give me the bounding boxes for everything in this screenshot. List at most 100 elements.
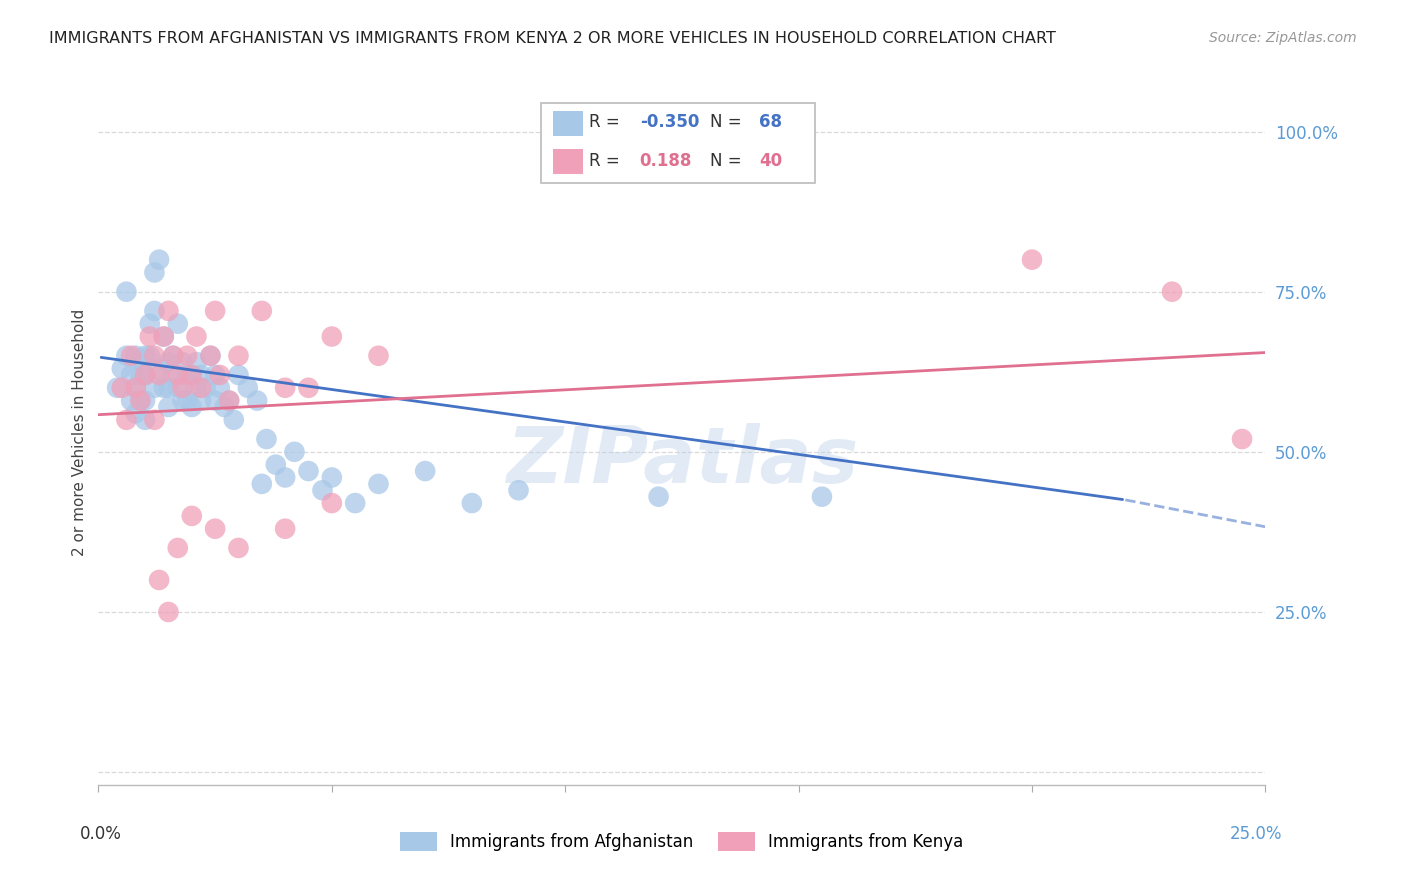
Point <box>204 393 226 408</box>
Point <box>1021 252 1043 267</box>
Point <box>1161 285 1184 299</box>
Point <box>148 252 170 267</box>
Point <box>250 304 273 318</box>
Point <box>172 393 194 408</box>
Point <box>250 476 273 491</box>
Point <box>204 304 226 318</box>
Point <box>120 349 142 363</box>
Point <box>162 349 184 363</box>
Point <box>115 413 138 427</box>
Point <box>111 381 134 395</box>
Text: 0.0%: 0.0% <box>80 825 122 843</box>
Point <box>143 413 166 427</box>
Point <box>186 355 208 369</box>
Point <box>115 349 138 363</box>
Point <box>152 329 174 343</box>
Point <box>1230 432 1253 446</box>
Point <box>228 368 250 382</box>
Point <box>166 541 188 555</box>
Point <box>180 400 202 414</box>
Point <box>264 458 287 472</box>
Point <box>129 355 152 369</box>
Point <box>157 304 180 318</box>
Point <box>143 349 166 363</box>
Text: 25.0%: 25.0% <box>1229 825 1282 843</box>
Point <box>143 304 166 318</box>
Point <box>134 368 156 382</box>
Point <box>246 393 269 408</box>
Point <box>148 361 170 376</box>
Point <box>129 368 152 382</box>
Point <box>120 368 142 382</box>
Point <box>367 476 389 491</box>
Point <box>321 496 343 510</box>
Text: ZIPatlas: ZIPatlas <box>506 423 858 499</box>
Point <box>190 368 212 382</box>
Point <box>105 381 128 395</box>
Point <box>283 445 305 459</box>
Point <box>148 368 170 382</box>
Text: 0.188: 0.188 <box>640 152 692 169</box>
Text: R =: R = <box>589 113 626 131</box>
Point <box>152 381 174 395</box>
Point <box>321 470 343 484</box>
Point <box>180 368 202 382</box>
Point <box>208 381 231 395</box>
Text: 68: 68 <box>759 113 782 131</box>
Point <box>166 368 188 382</box>
Point <box>236 381 259 395</box>
Y-axis label: 2 or more Vehicles in Household: 2 or more Vehicles in Household <box>72 309 87 557</box>
Point <box>148 573 170 587</box>
Point <box>274 381 297 395</box>
Point <box>186 381 208 395</box>
Point <box>111 361 134 376</box>
Point <box>143 265 166 279</box>
Point <box>228 541 250 555</box>
Point <box>647 490 669 504</box>
Point <box>176 349 198 363</box>
Text: -0.350: -0.350 <box>640 113 699 131</box>
Point <box>311 483 333 498</box>
Point <box>367 349 389 363</box>
Point <box>162 349 184 363</box>
Point <box>134 413 156 427</box>
Point <box>115 285 138 299</box>
Point <box>180 368 202 382</box>
Point <box>190 393 212 408</box>
Point <box>139 329 162 343</box>
Point <box>134 393 156 408</box>
Point <box>214 400 236 414</box>
Point <box>274 522 297 536</box>
Point <box>125 381 148 395</box>
Point <box>125 406 148 420</box>
Point <box>297 464 319 478</box>
Point <box>176 368 198 382</box>
Point <box>228 349 250 363</box>
Point <box>139 317 162 331</box>
Point <box>172 355 194 369</box>
Point <box>208 368 231 382</box>
Point <box>256 432 278 446</box>
Point <box>186 329 208 343</box>
Point <box>157 355 180 369</box>
Point <box>413 464 436 478</box>
Text: 40: 40 <box>759 152 782 169</box>
Text: N =: N = <box>710 152 747 169</box>
Point <box>139 349 162 363</box>
Point <box>157 381 180 395</box>
Text: N =: N = <box>710 113 747 131</box>
Point <box>157 400 180 414</box>
Text: R =: R = <box>589 152 626 169</box>
Point <box>180 508 202 523</box>
Point <box>344 496 367 510</box>
Point <box>222 413 245 427</box>
Point <box>143 381 166 395</box>
Point <box>200 349 222 363</box>
Point <box>129 393 152 408</box>
Point <box>204 368 226 382</box>
Point <box>166 317 188 331</box>
Text: IMMIGRANTS FROM AFGHANISTAN VS IMMIGRANTS FROM KENYA 2 OR MORE VEHICLES IN HOUSE: IMMIGRANTS FROM AFGHANISTAN VS IMMIGRANT… <box>49 31 1056 46</box>
Point <box>125 349 148 363</box>
Point <box>125 381 148 395</box>
Point <box>134 349 156 363</box>
